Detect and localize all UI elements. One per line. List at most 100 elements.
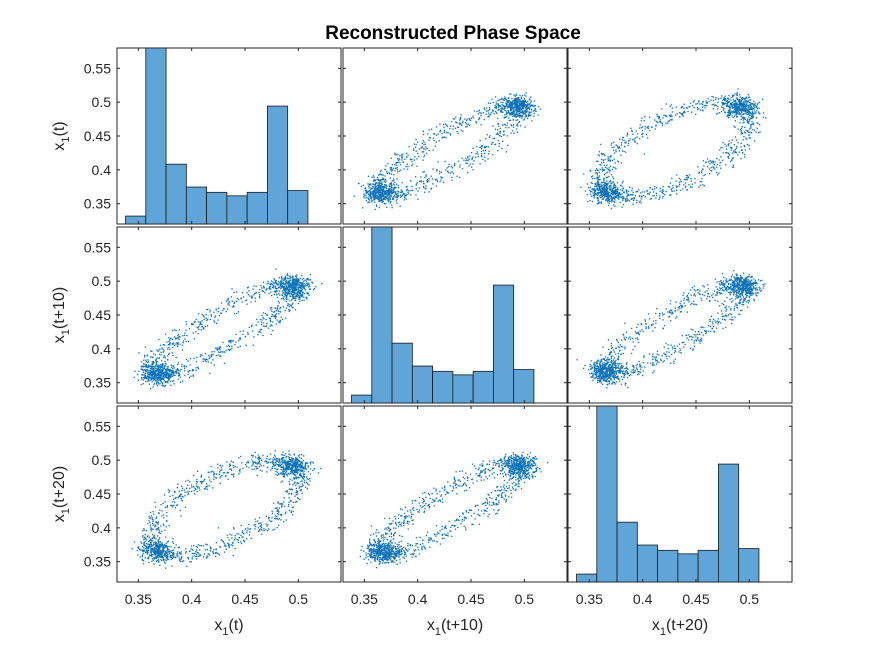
- scatter-point: [476, 146, 478, 148]
- scatter-point: [503, 134, 505, 136]
- scatter-point: [425, 174, 427, 176]
- scatter-point: [293, 280, 295, 282]
- scatter-point: [421, 146, 423, 148]
- scatter-point: [646, 126, 648, 129]
- scatter-point: [738, 99, 741, 101]
- scatter-point: [405, 189, 408, 192]
- scatter-point: [285, 280, 288, 282]
- scatter-point: [462, 120, 464, 122]
- scatter-point: [417, 198, 419, 200]
- scatter-point: [360, 185, 363, 187]
- scatter-point: [378, 179, 380, 181]
- scatter-point: [165, 374, 168, 376]
- scatter-point: [630, 374, 632, 376]
- scatter-point: [529, 106, 532, 108]
- scatter-point: [519, 100, 522, 103]
- scatter-point: [655, 187, 658, 189]
- scatter-point: [177, 362, 180, 364]
- scatter-point: [286, 277, 289, 279]
- scatter-point: [385, 180, 387, 182]
- scatter-point: [184, 367, 186, 369]
- scatter-point: [743, 109, 745, 111]
- scatter-point: [746, 111, 748, 113]
- scatter-point: [627, 144, 629, 147]
- scatter-point: [156, 381, 158, 383]
- scatter-point: [607, 160, 609, 162]
- scatter-point: [151, 377, 153, 379]
- scatter-point: [745, 294, 747, 297]
- scatter-point: [487, 158, 489, 160]
- scatter-point: [203, 318, 205, 321]
- scatter-point: [403, 193, 406, 195]
- scatter-point: [636, 143, 638, 145]
- scatter-point: [396, 161, 399, 164]
- scatter-point: [364, 194, 366, 196]
- scatter-point: [461, 157, 463, 159]
- scatter-point: [387, 163, 389, 165]
- scatter-point: [671, 107, 673, 109]
- scatter-point: [695, 113, 697, 115]
- scatter-point: [382, 189, 384, 191]
- scatter-point: [626, 195, 629, 197]
- scatter-point: [430, 187, 433, 189]
- scatter-point: [233, 291, 235, 294]
- scatter-point: [279, 320, 281, 322]
- scatter-point: [656, 308, 658, 310]
- scatter-point: [693, 345, 695, 348]
- scatter-point: [393, 197, 395, 199]
- scatter-point: [512, 124, 515, 126]
- scatter-point: [157, 381, 160, 383]
- scatter-point: [460, 129, 462, 131]
- scatter-point: [380, 199, 382, 201]
- scatter-point: [679, 112, 681, 114]
- scatter-point: [599, 186, 601, 188]
- scatter-point: [608, 198, 610, 200]
- scatter-point: [395, 154, 397, 156]
- scatter-point: [373, 192, 376, 194]
- scatter-point: [739, 109, 741, 112]
- scatter-point: [408, 190, 410, 192]
- scatter-point: [273, 294, 276, 296]
- scatter-point: [147, 378, 149, 380]
- scatter-point: [614, 190, 616, 192]
- scatter-point: [601, 195, 603, 197]
- scatter-point: [149, 372, 151, 374]
- scatter-point: [155, 376, 157, 378]
- scatter-point: [706, 105, 708, 107]
- scatter-point: [516, 112, 518, 114]
- scatter-point: [172, 367, 174, 370]
- scatter-point: [164, 381, 167, 383]
- scatter-point: [398, 159, 400, 161]
- scatter-point: [394, 181, 396, 184]
- scatter-point: [177, 363, 179, 366]
- scatter-point: [144, 372, 146, 375]
- scatter-point: [293, 286, 295, 289]
- scatter-point: [378, 189, 381, 192]
- scatter-point: [691, 183, 694, 185]
- scatter-point: [465, 122, 467, 124]
- scatter-point: [521, 106, 523, 109]
- scatter-point: [622, 180, 624, 182]
- scatter-point: [738, 100, 741, 103]
- scatter-point: [732, 95, 734, 97]
- scatter-point: [189, 364, 191, 366]
- scatter-point: [394, 187, 396, 189]
- scatter-point: [738, 112, 740, 114]
- histogram-bar: [391, 342, 413, 404]
- scatter-point: [734, 126, 736, 128]
- scatter-point: [741, 98, 743, 100]
- scatter-point: [670, 114, 672, 116]
- scatter-point: [299, 297, 301, 299]
- scatter-point: [385, 188, 388, 190]
- scatter-point: [515, 102, 518, 104]
- scatter-point: [735, 113, 738, 115]
- scatter-point: [192, 323, 194, 326]
- scatter-point: [626, 199, 628, 201]
- scatter-point: [282, 291, 285, 294]
- scatter-point: [413, 149, 415, 151]
- scatter-point: [679, 116, 681, 118]
- scatter-point: [295, 288, 297, 291]
- scatter-point: [276, 308, 278, 310]
- scatter-point: [389, 183, 391, 185]
- scatter-point: [160, 376, 162, 378]
